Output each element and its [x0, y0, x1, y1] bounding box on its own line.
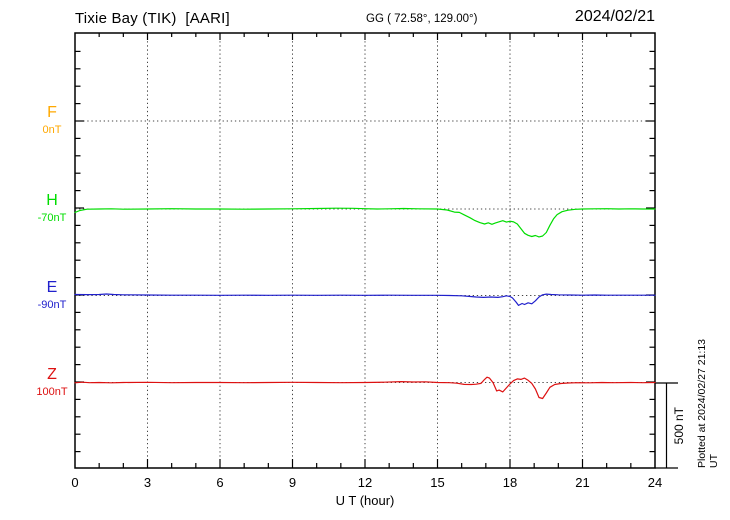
plot-date: 2024/02/21 [574, 8, 655, 25]
x-tick-label: 24 [647, 475, 663, 490]
x-axis-tick-labels: 0 3 6 9 12 15 18 21 24 [0, 475, 730, 491]
trace-label-H: H -70nT [20, 193, 84, 224]
scale-bar-label: 500 nT [672, 406, 686, 445]
plotted-note-wrap: Plotted at 2024/02/27 21:13 UT [696, 328, 720, 468]
trace-letter-F: F [47, 104, 57, 121]
x-axis-label: U T (hour) [335, 493, 395, 508]
x-tick-label: 12 [357, 475, 373, 490]
trace-label-F: F 0nT [20, 105, 84, 136]
x-tick-label: 15 [430, 475, 445, 490]
trace-H [74, 207, 656, 238]
x-tick-label: 9 [288, 475, 297, 490]
trace-letter-H: H [46, 192, 58, 209]
trace-E [74, 293, 656, 306]
station-coordinates: GG ( 72.58°, 129.00°) [366, 13, 478, 25]
trace-baseline-H: -70nT [37, 212, 67, 224]
plotted-note: Plotted at 2024/02/27 21:13 UT [696, 338, 720, 468]
trace-label-Z: Z 100nT [20, 367, 84, 398]
trace-baseline-F: 0nT [42, 124, 62, 136]
trace-baseline-Z: 100nT [36, 386, 68, 398]
scale-bar-label-wrap: 500 nT [668, 383, 690, 468]
page-title: Tixie Bay (TIK) [AARI] [75, 10, 230, 27]
x-tick-label: 18 [502, 475, 518, 490]
x-tick-label: 6 [216, 475, 224, 490]
x-tick-label: 3 [143, 475, 152, 490]
trace-letter-E: E [46, 279, 58, 296]
trace-label-E: E -90nT [20, 280, 84, 311]
trace-Z [74, 376, 656, 400]
trace-letter-Z: Z [47, 366, 57, 383]
x-tick-label: 0 [71, 475, 79, 490]
trace-baseline-E: -90nT [37, 299, 67, 311]
x-tick-label: 21 [575, 475, 590, 490]
